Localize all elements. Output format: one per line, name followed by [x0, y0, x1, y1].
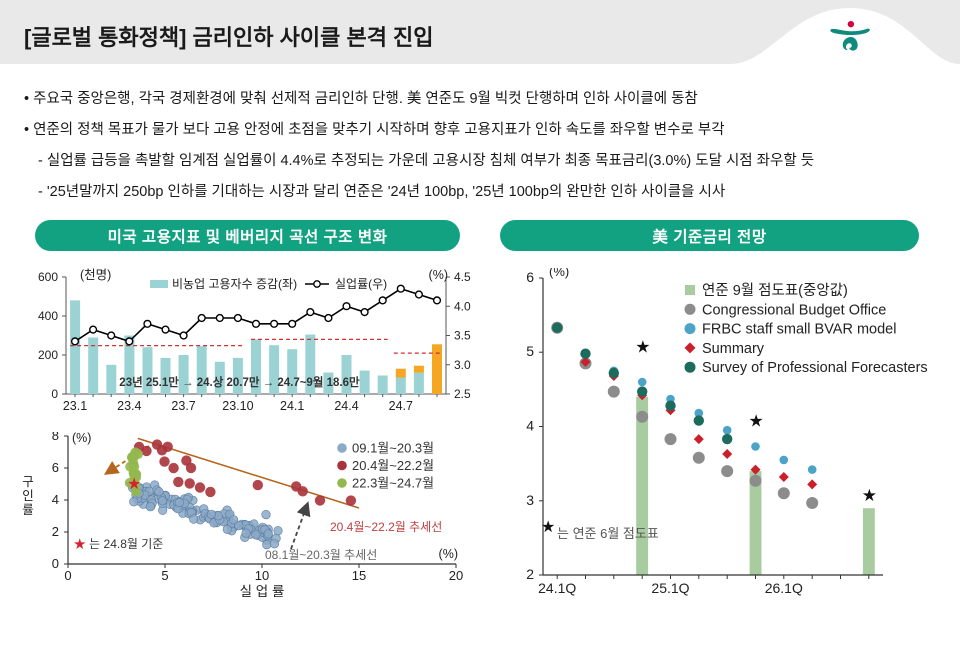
svg-text:실 업 률: 실 업 률	[240, 584, 285, 599]
svg-text:600: 600	[38, 270, 58, 284]
svg-text:2.5: 2.5	[454, 387, 471, 401]
svg-text:10: 10	[255, 568, 269, 583]
svg-text:24.4: 24.4	[334, 399, 358, 413]
svg-text:2: 2	[52, 524, 59, 539]
svg-text:25.1Q: 25.1Q	[651, 580, 689, 596]
svg-text:3.5: 3.5	[454, 329, 471, 343]
svg-text:400: 400	[38, 309, 58, 323]
svg-text:연준 9월 점도표(중앙값): 연준 9월 점도표(중앙값)	[702, 282, 848, 299]
svg-text:(천명): (천명)	[80, 268, 111, 282]
svg-text:★: ★	[541, 519, 555, 536]
svg-text:09.1월~20.3월: 09.1월~20.3월	[352, 441, 434, 456]
svg-text:Congressional Budget Office: Congressional Budget Office	[702, 302, 886, 318]
svg-text:26.1Q: 26.1Q	[765, 580, 803, 596]
svg-text:5: 5	[526, 343, 534, 359]
svg-text:20: 20	[449, 568, 463, 583]
svg-text:구: 구	[22, 475, 34, 489]
svg-text:(%): (%)	[439, 547, 458, 561]
svg-text:0: 0	[52, 556, 59, 571]
svg-text:Survey of Professional Forecas: Survey of Professional Forecasters	[702, 360, 928, 376]
svg-text:실업률(우): 실업률(우)	[335, 277, 387, 291]
svg-text:200: 200	[38, 348, 58, 362]
svg-text:(%): (%)	[429, 268, 448, 282]
svg-text:4.5: 4.5	[454, 270, 471, 284]
svg-text:24.7: 24.7	[389, 399, 413, 413]
svg-text:08.1월~20.3월 추세선: 08.1월~20.3월 추세선	[265, 548, 377, 562]
svg-text:는 연준 6월 점도표: 는 연준 6월 점도표	[557, 526, 659, 541]
svg-text:비농업 고용자수 증감(좌): 비농업 고용자수 증감(좌)	[172, 277, 297, 291]
svg-text:6: 6	[52, 460, 59, 475]
svg-text:0: 0	[51, 387, 58, 401]
svg-text:20.4월~22.2월 추세선: 20.4월~22.2월 추세선	[330, 520, 442, 534]
svg-text:0: 0	[64, 568, 71, 583]
svg-text:률: 률	[22, 503, 34, 517]
svg-text:3.0: 3.0	[454, 358, 471, 372]
svg-text:24.1: 24.1	[280, 399, 304, 413]
svg-text:★: ★	[127, 476, 141, 493]
svg-text:★: ★	[749, 412, 764, 431]
svg-text:3: 3	[526, 492, 534, 508]
svg-text:6: 6	[526, 269, 534, 285]
svg-text:8: 8	[52, 432, 59, 443]
svg-text:(%): (%)	[549, 268, 569, 279]
svg-text:FRBC staff small BVAR model: FRBC staff small BVAR model	[702, 322, 896, 338]
svg-text:(%): (%)	[72, 432, 91, 445]
svg-text:★: ★	[862, 486, 877, 505]
svg-text:23년 25.1만 → 24.상 20.7만 → 24.7~: 23년 25.1만 → 24.상 20.7만 → 24.7~9월 18.6만	[119, 375, 360, 389]
svg-text:15: 15	[352, 568, 366, 583]
svg-text:23.4: 23.4	[117, 399, 141, 413]
svg-text:4: 4	[526, 418, 534, 434]
svg-text:Summary: Summary	[702, 341, 765, 357]
svg-text:2: 2	[526, 566, 534, 582]
svg-text:20.4월~22.2월: 20.4월~22.2월	[352, 458, 434, 473]
svg-text:23.7: 23.7	[171, 399, 195, 413]
svg-text:★ 는 24.8월 기준: ★ 는 24.8월 기준	[74, 537, 164, 551]
svg-text:5: 5	[161, 568, 168, 583]
svg-text:4.0: 4.0	[454, 299, 471, 313]
svg-text:4: 4	[52, 492, 59, 507]
svg-text:인: 인	[22, 489, 34, 503]
svg-text:23.10: 23.10	[222, 399, 253, 413]
svg-text:23.1: 23.1	[63, 399, 87, 413]
svg-text:24.1Q: 24.1Q	[538, 580, 576, 596]
svg-text:★: ★	[635, 337, 650, 356]
svg-text:22.3월~24.7월: 22.3월~24.7월	[352, 476, 434, 491]
